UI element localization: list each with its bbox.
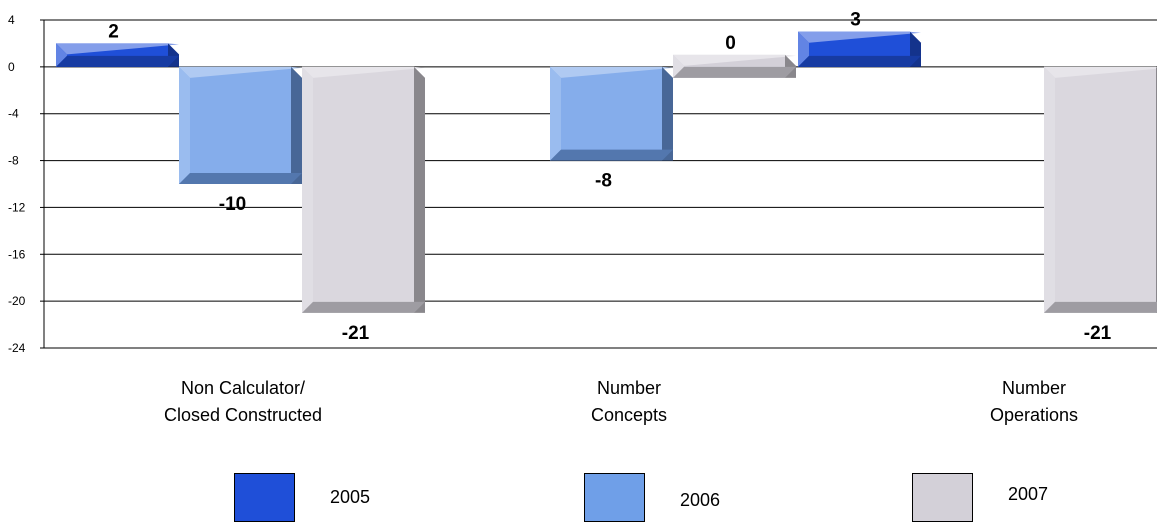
bar-bevel-right	[291, 66, 302, 184]
legend-label: 2006	[680, 490, 721, 510]
legend-label: 2007	[1008, 484, 1049, 504]
data-label: -21	[342, 323, 370, 344]
category-label: Number Operations	[989, 378, 1079, 425]
y-tick-label: -24	[8, 341, 26, 355]
y-tick-label: -8	[8, 154, 19, 168]
bar-bevel-bottom	[1044, 301, 1157, 313]
legend-item: 2006	[584, 473, 720, 522]
bar-bevel-left	[673, 54, 684, 78]
bar-bevel-bottom	[302, 301, 425, 313]
data-label: -8	[595, 171, 612, 192]
bar-bevel-bottom	[179, 173, 302, 184]
bar-2006	[550, 66, 662, 161]
data-label: 0	[725, 33, 736, 54]
bar-bevel-top	[179, 66, 302, 78]
bar-bevel-bottom	[798, 55, 921, 67]
bar-2006	[179, 66, 291, 184]
legend-item: 2005	[234, 473, 370, 522]
data-label: -10	[219, 194, 246, 215]
bar-bevel-top	[302, 66, 425, 78]
bar-2007	[1044, 66, 1156, 313]
y-tick-label: -20	[8, 294, 26, 308]
bar-bevel-left	[56, 43, 67, 67]
legend-swatch	[234, 473, 295, 522]
bar-bevel-top	[550, 66, 673, 78]
data-label: 2	[108, 21, 119, 42]
bar-bevel-left	[302, 66, 313, 313]
bar-bevel-top	[56, 43, 179, 55]
bar-bevel-left	[550, 66, 561, 161]
bar-bevel-right	[662, 66, 673, 161]
bar-bevel-right	[414, 66, 425, 313]
bar-bevel-bottom	[550, 149, 673, 161]
bar-bevel-left	[1044, 66, 1055, 313]
bar-bevel-top	[673, 54, 796, 66]
y-tick-label: 0	[8, 60, 15, 74]
y-tick-label: -4	[8, 107, 19, 121]
y-tick-label: -12	[8, 200, 26, 214]
bar-bevel-left	[798, 31, 809, 67]
legend-item: 2007	[912, 473, 1048, 522]
data-label: -21	[1084, 323, 1112, 344]
bar-bevel-left	[179, 66, 190, 184]
bar-2007	[302, 66, 414, 313]
bar-bevel-top	[798, 31, 921, 43]
category-label: Non Calculator/ Closed Constructed	[163, 378, 323, 425]
y-tick-label: -16	[8, 247, 26, 261]
data-label: 3	[850, 10, 861, 31]
y-tick-label: 4	[8, 13, 15, 27]
bar-bevel-top	[1044, 66, 1157, 78]
legend-swatch	[584, 473, 645, 522]
bar-bevel-bottom	[673, 66, 796, 78]
legend-label: 2005	[330, 487, 371, 507]
category-label: Number Concepts	[590, 378, 668, 425]
legend-swatch	[912, 473, 973, 522]
bar-bevel-bottom	[56, 55, 179, 67]
